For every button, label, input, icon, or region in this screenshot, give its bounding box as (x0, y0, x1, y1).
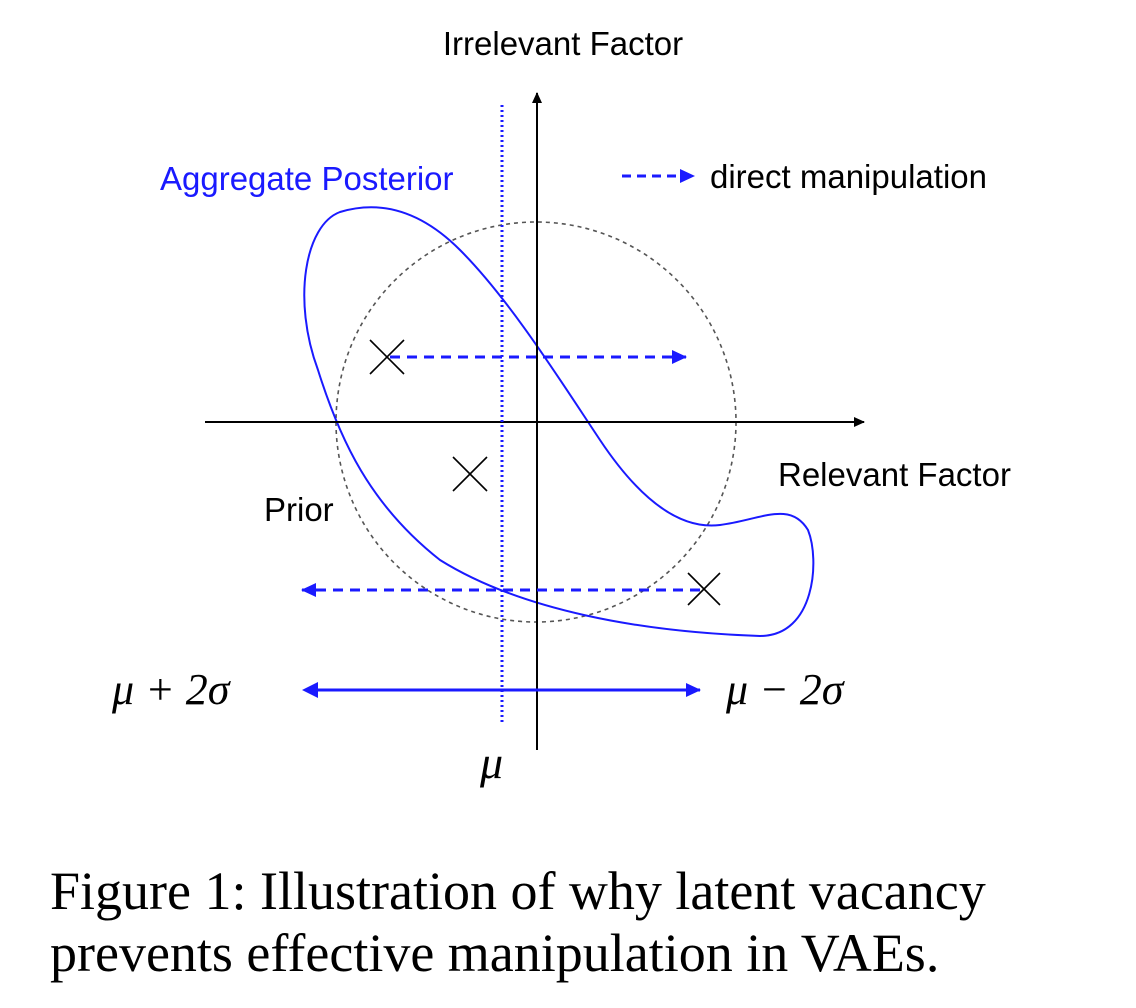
mu-plus-label: μ + 2σ (111, 665, 232, 714)
range-arrow-left-head (302, 682, 318, 698)
sample-marker-2 (452, 456, 488, 492)
aggregate-posterior-curve (303, 206, 815, 638)
sample-marker-1 (369, 339, 405, 375)
prior-label: Prior (264, 491, 334, 528)
y-axis-label: Irrelevant Factor (443, 25, 683, 62)
legend-label: direct manipulation (710, 158, 987, 195)
aggregate-posterior-label: Aggregate Posterior (160, 160, 454, 197)
caption-line-2: prevents effective manipulation in VAEs. (50, 923, 940, 983)
mu-label: μ (479, 737, 503, 788)
figure-caption: Figure 1: Illustration of why latent vac… (50, 860, 1120, 984)
mu-minus-label: μ − 2σ (725, 665, 846, 714)
x-axis-label: Relevant Factor (778, 456, 1011, 493)
caption-line-1: Figure 1: Illustration of why latent vac… (50, 861, 986, 921)
sample-marker-3 (687, 572, 721, 606)
